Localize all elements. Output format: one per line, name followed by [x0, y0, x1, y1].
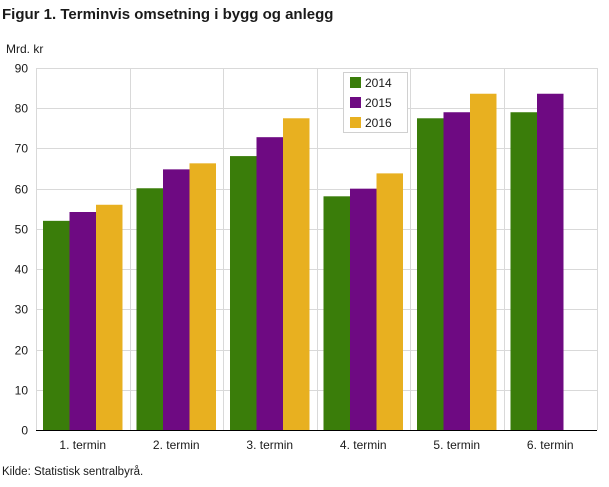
x-tick-label: 5. termin [433, 438, 480, 452]
x-tick-label: 1. termin [59, 438, 106, 452]
gridlines [36, 68, 598, 430]
y-tick-label: 10 [15, 384, 29, 398]
bar-2015-2 [163, 169, 190, 431]
x-tick-label: 4. termin [340, 438, 387, 452]
bar-2016-2 [189, 163, 216, 430]
y-tick-label: 70 [15, 142, 29, 156]
source-note: Kilde: Statistisk sentralbyrå. [2, 466, 144, 478]
bar-2014-3 [230, 156, 257, 430]
bar-2016-4 [376, 173, 403, 430]
x-tick-label: 3. termin [246, 438, 293, 452]
y-tick-label: 60 [15, 183, 29, 197]
legend-label-2016: 2016 [365, 116, 392, 130]
legend-swatch-2014 [350, 77, 361, 88]
y-tick-label: 40 [15, 263, 29, 277]
bar-2015-3 [256, 137, 283, 430]
y-tick-label: 90 [15, 62, 29, 76]
bar-2014-2 [136, 188, 163, 430]
bar-2016-3 [283, 118, 310, 430]
x-tick-label: 6. termin [527, 438, 574, 452]
legend-swatch-2015 [350, 97, 361, 108]
bar-2014-1 [43, 220, 70, 430]
bar-2014-5 [417, 118, 444, 430]
bar-2015-4 [350, 188, 377, 430]
y-tick-label: 0 [21, 424, 28, 438]
y-tick-label: 20 [15, 344, 29, 358]
chart-title: Figur 1. Terminvis omsetning i bygg og a… [2, 6, 334, 23]
x-tick-label: 2. termin [153, 438, 200, 452]
bar-2015-1 [69, 212, 96, 430]
bar-2016-5 [470, 93, 497, 431]
y-tick-label: 50 [15, 223, 29, 237]
y-tick-label: 30 [15, 303, 29, 317]
y-axis-label: Mrd. kr [6, 42, 43, 56]
legend-swatch-2016 [350, 117, 361, 128]
bar-2016-1 [96, 204, 123, 430]
bars [43, 93, 564, 431]
axes: 0 10 20 30 40 50 60 70 80 90 1. termin 2. termin 3. … [15, 62, 597, 452]
legend-label-2015: 2015 [365, 96, 392, 110]
bar-2015-6 [537, 93, 564, 431]
legend-label-2014: 2014 [365, 76, 392, 90]
y-tick-label: 80 [15, 102, 29, 116]
bar-2015-5 [443, 112, 470, 431]
bar-2014-4 [323, 196, 350, 430]
bar-2014-6 [510, 112, 537, 431]
legend: 2014 2015 2016 [343, 72, 408, 133]
